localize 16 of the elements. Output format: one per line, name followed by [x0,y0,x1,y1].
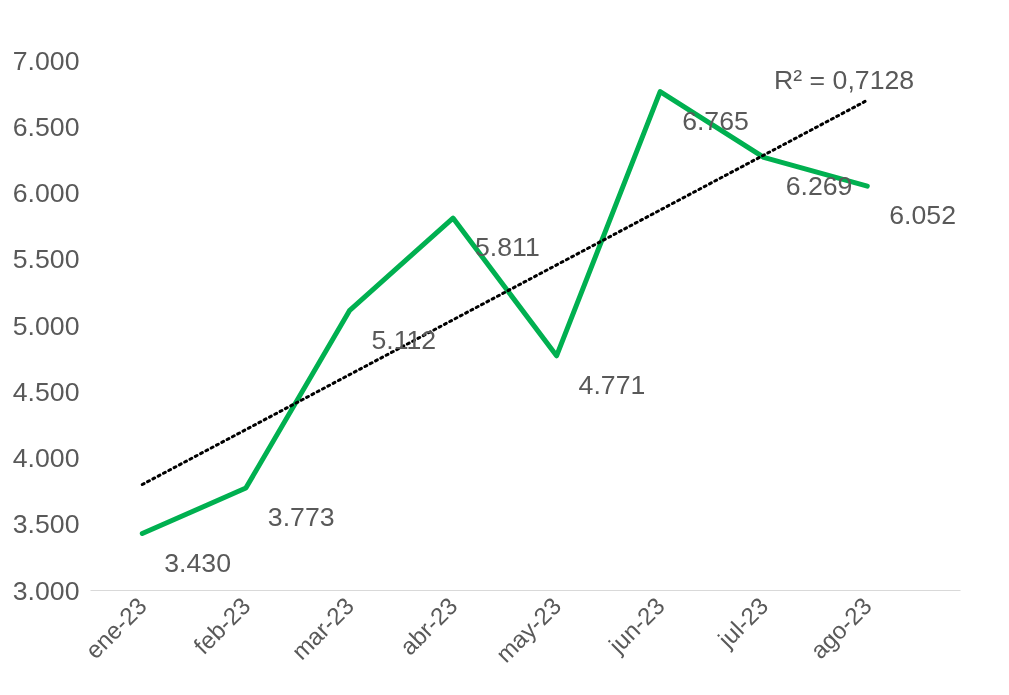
data-label: 6.052 [889,200,956,231]
y-tick-label: 3.000 [12,575,80,606]
y-tick-label: 5.000 [12,310,80,341]
y-tick-label: 4.500 [12,376,80,407]
data-label: 3.773 [267,502,335,533]
annotation: R² = 0,7128 [774,64,915,95]
y-tick-label: 4.000 [12,443,80,473]
y-tick-label: 5.500 [12,244,80,275]
data-label: 3.430 [164,547,231,578]
data-label: 6.269 [785,171,853,202]
data-label: 5.811 [475,232,540,263]
y-tick-label: 7.000 [12,45,80,76]
y-tick-label: 3.500 [12,509,80,540]
data-label: 4.771 [578,369,646,400]
y-tick-label: 6.000 [12,178,80,208]
y-tick-label: 6.500 [12,111,80,142]
